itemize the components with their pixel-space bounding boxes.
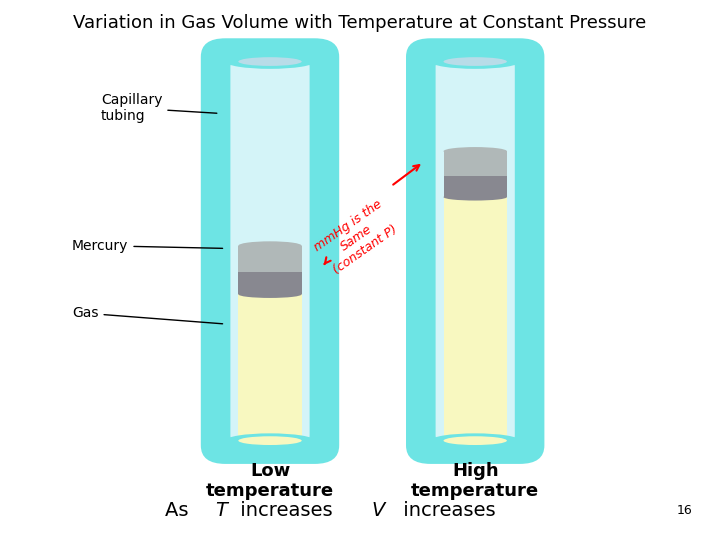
Text: Capillary
tubing: Capillary tubing: [101, 93, 217, 123]
Text: increases: increases: [234, 501, 333, 520]
Ellipse shape: [444, 194, 507, 200]
Text: 16: 16: [677, 504, 693, 517]
Ellipse shape: [225, 54, 315, 69]
Text: mmHg is the
Same
(constant P): mmHg is the Same (constant P): [311, 197, 402, 278]
Text: Gas: Gas: [72, 306, 222, 324]
Ellipse shape: [446, 429, 504, 443]
Ellipse shape: [431, 433, 520, 448]
Ellipse shape: [225, 433, 315, 448]
FancyBboxPatch shape: [436, 60, 515, 442]
Ellipse shape: [238, 291, 302, 298]
Text: V: V: [372, 501, 385, 520]
FancyBboxPatch shape: [201, 38, 339, 464]
Ellipse shape: [444, 436, 507, 445]
Text: As: As: [165, 501, 194, 520]
Text: High
temperature: High temperature: [411, 462, 539, 501]
Bar: [238, 272, 302, 294]
FancyBboxPatch shape: [230, 60, 310, 442]
Text: Low
temperature: Low temperature: [206, 462, 334, 501]
FancyBboxPatch shape: [406, 38, 544, 464]
Bar: [238, 294, 302, 440]
Ellipse shape: [431, 54, 520, 69]
Ellipse shape: [238, 57, 302, 66]
Bar: [444, 151, 507, 177]
Ellipse shape: [444, 147, 507, 156]
Ellipse shape: [238, 436, 302, 445]
Ellipse shape: [238, 241, 302, 250]
Text: Variation in Gas Volume with Temperature at Constant Pressure: Variation in Gas Volume with Temperature…: [73, 14, 647, 31]
Bar: [238, 246, 302, 272]
Text: increases: increases: [397, 501, 496, 520]
Bar: [444, 177, 507, 197]
Bar: [444, 197, 507, 440]
Text: Mercury: Mercury: [72, 239, 222, 253]
Text: T: T: [215, 501, 227, 520]
Ellipse shape: [444, 57, 507, 66]
Ellipse shape: [241, 429, 299, 443]
